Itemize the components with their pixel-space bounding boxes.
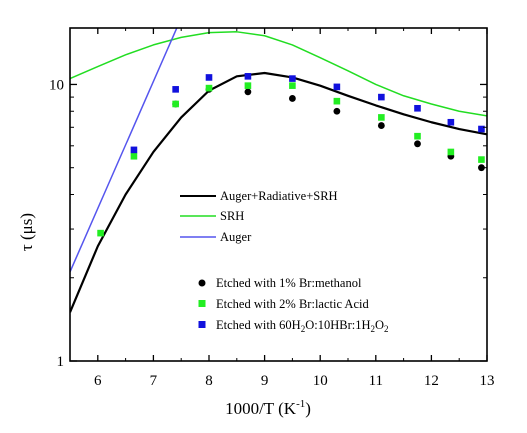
- x-axis-label: 1000/T (K-1): [225, 398, 311, 418]
- point-hbr-h2o2-4: [289, 75, 296, 82]
- ticks-layer: [69, 28, 488, 362]
- point-hbr-h2o2-2: [205, 74, 213, 81]
- legend-label-hbr-h2o2: Etched with 60H2O:10HBr:1H2O2: [216, 318, 389, 334]
- point-etched-with-2-br-lactic-acid-2: [172, 100, 179, 108]
- legend: Auger+Radiative+SRH SRH Auger Etched wit…: [180, 189, 389, 334]
- x-tick-label-9: 9: [261, 373, 269, 389]
- legend-label-auger: Auger: [220, 230, 252, 244]
- x-tick-label-8: 8: [205, 373, 213, 389]
- legend-marker-br-lactic: [198, 300, 206, 307]
- points-layer: [97, 73, 485, 237]
- x-tick-label-10: 10: [313, 373, 328, 389]
- point-hbr-h2o2-6: [378, 93, 385, 101]
- plot-area: [69, 27, 488, 362]
- point-etched-with-1-br-methanol-4: [333, 107, 341, 115]
- plot-background: [70, 28, 487, 361]
- point-etched-with-2-br-lactic-acid-3: [205, 84, 213, 92]
- y-tick-label-1: 1: [57, 354, 65, 370]
- x-tick-label-6: 6: [94, 373, 102, 389]
- legend-entry-auger-radiative-srh: Auger+Radiative+SRH: [180, 189, 338, 203]
- point-etched-with-2-br-lactic-acid-9: [447, 148, 455, 156]
- legend-entry-br-methanol: Etched with 1% Br:methanol: [198, 276, 362, 290]
- point-hbr-h2o2-3: [244, 73, 252, 80]
- legend-entry-hbr-h2o2: Etched with 60H2O:10HBr:1H2O2: [198, 318, 389, 334]
- ticklabels-layer: 6 7 8 9 10 11 12 13 1 10: [49, 77, 495, 389]
- point-etched-with-2-br-lactic-acid-0: [97, 229, 104, 237]
- legend-entry-br-lactic: Etched with 2% Br:lactic Acid: [198, 297, 369, 311]
- point-etched-with-2-br-lactic-acid-8: [414, 132, 421, 140]
- legend-label-auger-radiative-srh: Auger+Radiative+SRH: [220, 189, 338, 203]
- legend-entry-srh: SRH: [180, 209, 244, 223]
- point-etched-with-2-br-lactic-acid-1: [130, 152, 138, 160]
- point-etched-with-2-br-lactic-acid-10: [478, 156, 485, 163]
- legend-entry-auger: Auger: [180, 230, 252, 244]
- point-hbr-h2o2-1: [172, 86, 179, 93]
- lines-layer: [70, 28, 487, 313]
- series-line-auger-radiative-srh: [70, 71, 487, 313]
- point-etched-with-1-br-methanol-3: [289, 95, 296, 102]
- point-hbr-h2o2-0: [130, 146, 138, 154]
- point-etched-with-1-br-methanol-5: [377, 122, 385, 129]
- legend-label-srh: SRH: [220, 209, 244, 223]
- series-line-srh: [70, 31, 487, 117]
- point-hbr-h2o2-5: [333, 83, 341, 91]
- point-etched-with-1-br-methanol-8: [478, 164, 485, 172]
- y-axis-label: τ (μs): [17, 213, 36, 251]
- series-line-auger: [70, 28, 178, 273]
- legend-marker-br-methanol: [198, 279, 206, 287]
- x-tick-label-13: 13: [480, 373, 495, 389]
- point-hbr-h2o2-7: [414, 104, 421, 112]
- x-tick-label-7: 7: [150, 373, 158, 389]
- x-tick-label-12: 12: [424, 373, 439, 389]
- point-etched-with-2-br-lactic-acid-4: [244, 82, 252, 89]
- legend-label-br-methanol: Etched with 1% Br:methanol: [216, 276, 362, 290]
- legend-label-br-lactic: Etched with 2% Br:lactic Acid: [216, 297, 369, 311]
- x-tick-label-11: 11: [369, 373, 383, 389]
- point-etched-with-2-br-lactic-acid-7: [378, 114, 385, 121]
- point-etched-with-1-br-methanol-2: [244, 88, 252, 96]
- y-tick-label-10: 10: [49, 77, 64, 93]
- point-etched-with-1-br-methanol-6: [414, 140, 421, 148]
- legend-marker-hbr-h2o2: [198, 321, 206, 328]
- point-hbr-h2o2-9: [478, 125, 485, 133]
- point-etched-with-2-br-lactic-acid-5: [289, 82, 296, 89]
- point-hbr-h2o2-8: [447, 118, 455, 126]
- point-etched-with-2-br-lactic-acid-6: [333, 97, 341, 105]
